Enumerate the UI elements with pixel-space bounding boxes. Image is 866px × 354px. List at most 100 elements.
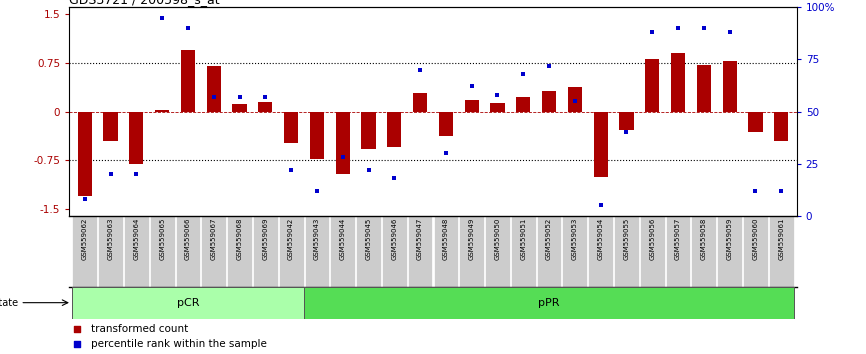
Bar [129,112,144,164]
Text: GSM559055: GSM559055 [624,217,630,259]
Bar [202,216,226,287]
Text: GSM559059: GSM559059 [727,217,733,260]
Bar [640,216,664,287]
Text: disease state: disease state [0,298,17,308]
Text: GSM559066: GSM559066 [185,217,191,260]
Bar [155,110,169,112]
Text: percentile rank within the sample: percentile rank within the sample [91,339,267,349]
Point [490,92,504,98]
Point [516,71,530,77]
Bar [743,216,768,287]
Bar [537,216,561,287]
Bar [691,216,716,287]
Bar [330,216,355,287]
Point [697,25,711,31]
Text: GSM559054: GSM559054 [598,217,604,259]
Point [594,202,608,208]
Bar [769,216,793,287]
Point [310,188,324,194]
Text: pPR: pPR [539,298,559,308]
Text: GSM559043: GSM559043 [313,217,320,260]
Bar [227,216,252,287]
Text: GSM559042: GSM559042 [288,217,294,259]
Text: GSM559044: GSM559044 [339,217,346,259]
Bar [78,112,92,196]
Bar [176,216,200,287]
Bar [72,287,304,319]
Text: transformed count: transformed count [91,324,188,333]
Bar [568,87,582,112]
Text: GSM559069: GSM559069 [262,217,268,260]
Point [362,167,376,173]
Bar [408,216,432,287]
Bar [774,112,788,141]
Bar [356,216,381,287]
Point [568,98,582,104]
Bar [304,287,794,319]
Point [78,196,92,202]
Text: GSM559061: GSM559061 [779,217,785,260]
Bar [258,102,273,112]
Point [748,188,762,194]
Bar [387,112,402,147]
Text: GSM559065: GSM559065 [159,217,165,260]
Bar [124,216,149,287]
Bar [98,216,123,287]
Bar [207,66,221,112]
Text: GSM559060: GSM559060 [753,217,759,260]
Bar [459,216,484,287]
Text: GSM559052: GSM559052 [546,217,553,259]
Point [774,188,788,194]
Point [619,130,633,135]
Point [336,155,350,160]
Bar [336,112,350,173]
Point [465,84,479,89]
Bar [645,59,659,112]
Bar [253,216,278,287]
Point [542,63,556,68]
Bar [279,216,303,287]
Point [413,67,427,73]
Text: GSM559050: GSM559050 [494,217,501,260]
Text: GDS3721 / 200598_s_at: GDS3721 / 200598_s_at [69,0,220,6]
Text: GSM559056: GSM559056 [650,217,656,260]
Point [671,25,685,31]
Bar [490,103,505,112]
Bar [511,216,536,287]
Bar [542,91,556,112]
Bar [382,216,407,287]
Point [723,29,737,35]
Point [258,94,272,100]
Bar [305,216,329,287]
Bar [588,216,613,287]
Point [69,341,83,347]
Point [387,176,401,181]
Bar [516,97,530,112]
Bar [361,112,376,149]
Bar [593,112,608,177]
Text: GSM559051: GSM559051 [520,217,527,260]
Text: GSM559047: GSM559047 [417,217,423,260]
Point [69,326,83,331]
Text: GSM559046: GSM559046 [391,217,397,260]
Point [645,29,659,35]
Point [284,167,298,173]
Bar [439,112,453,136]
Text: GSM559064: GSM559064 [133,217,139,260]
Point [181,25,195,31]
Bar [614,216,639,287]
Text: GSM559068: GSM559068 [236,217,242,260]
Bar [464,100,479,112]
Bar [722,61,737,112]
Text: GSM559063: GSM559063 [107,217,113,260]
Point [129,171,143,177]
Bar [150,216,175,287]
Bar [284,112,298,143]
Bar [434,216,458,287]
Bar [619,112,634,130]
Text: GSM559057: GSM559057 [675,217,681,260]
Bar [232,104,247,112]
Bar [181,50,195,112]
Bar [748,112,763,132]
Text: GSM559067: GSM559067 [210,217,216,260]
